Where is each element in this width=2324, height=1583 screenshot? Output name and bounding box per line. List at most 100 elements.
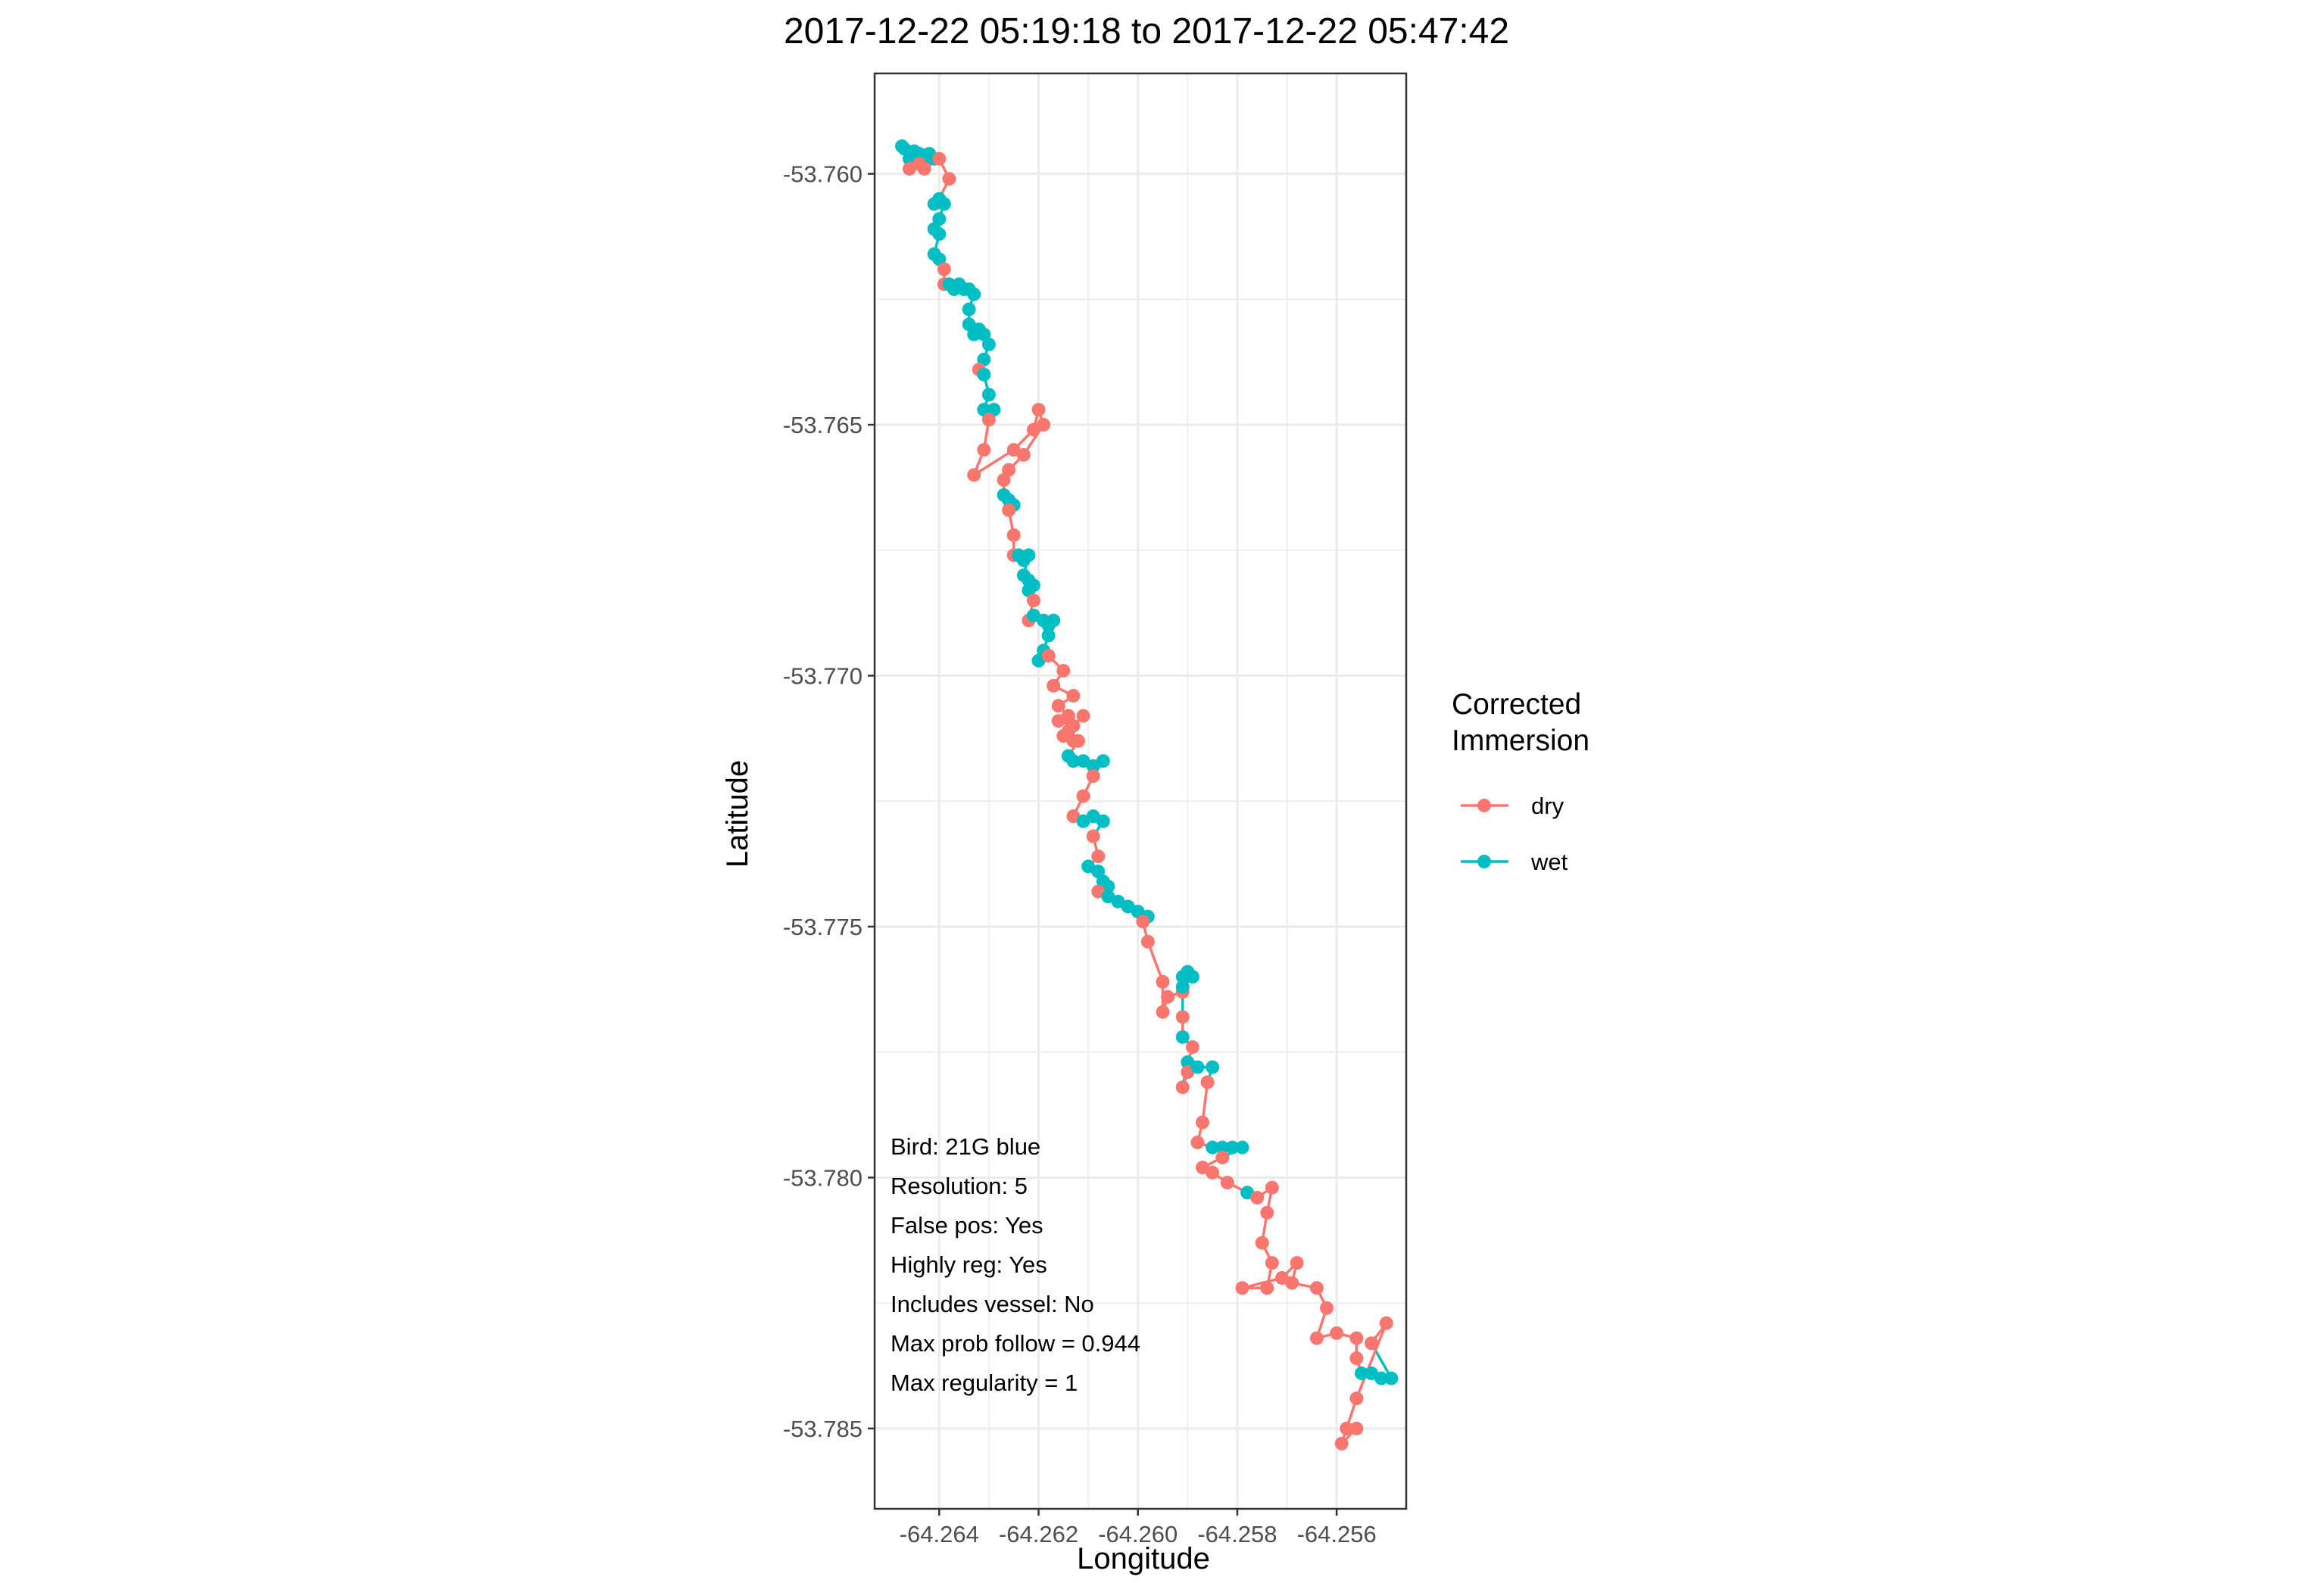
track-point-wet	[1066, 754, 1081, 768]
chart-title: 2017-12-22 05:19:18 to 2017-12-22 05:47:…	[784, 11, 1509, 51]
track-point-dry	[1175, 1010, 1190, 1024]
track-point-dry	[1031, 403, 1046, 417]
track-point-dry	[1260, 1205, 1274, 1220]
x-tick-label: -64.262	[999, 1521, 1078, 1547]
track-point-dry	[1379, 1316, 1393, 1330]
legend-title-line: Immersion	[1452, 725, 1589, 757]
track-point-wet	[1041, 628, 1056, 643]
track-point-dry	[1309, 1281, 1324, 1295]
track-point-dry	[1285, 1276, 1299, 1290]
track-point-dry	[1334, 1436, 1349, 1451]
track-point-dry	[902, 161, 916, 176]
annotation-line: Bird: 21G blue	[891, 1133, 1040, 1160]
track-point-dry	[1140, 934, 1155, 949]
track-point-dry	[1086, 829, 1100, 843]
x-tick-label: -64.264	[900, 1521, 979, 1547]
annotation-line: Includes vessel: No	[891, 1291, 1094, 1317]
track-point-dry	[1265, 1256, 1279, 1270]
track-point-wet	[981, 337, 996, 351]
x-tick-label: -64.258	[1197, 1521, 1277, 1547]
track-point-dry	[1161, 989, 1175, 1004]
track-point-wet	[937, 197, 951, 211]
track-point-dry	[1365, 1336, 1379, 1351]
track-point-wet	[1384, 1371, 1399, 1385]
annotation-line: False pos: Yes	[891, 1212, 1043, 1239]
track-point-dry	[1086, 769, 1100, 784]
track-point-dry	[1190, 1136, 1205, 1150]
track-point-dry	[1051, 699, 1065, 713]
track-point-wet	[1185, 970, 1199, 984]
track-point-wet	[967, 327, 981, 341]
track-point-dry	[1047, 678, 1061, 693]
track-point-dry	[1265, 1180, 1279, 1195]
track-point-wet	[1374, 1371, 1389, 1385]
track-point-dry	[1037, 418, 1051, 432]
legend-label-dry: dry	[1531, 793, 1564, 819]
x-tick-label: -64.256	[1297, 1521, 1377, 1547]
track-point-dry	[932, 151, 947, 166]
track-point-wet	[981, 388, 996, 402]
track-point-dry	[1309, 1331, 1324, 1345]
track-point-dry	[1041, 649, 1056, 663]
track-point-dry	[1290, 1256, 1304, 1270]
track-point-dry	[1066, 689, 1081, 703]
track-point-dry	[967, 468, 981, 482]
track-point-wet	[967, 287, 981, 301]
track-point-dry	[1056, 729, 1071, 743]
track-point-dry	[1076, 709, 1090, 723]
legend: Corrected Immersion dry wet	[1452, 688, 1589, 875]
track-point-dry	[1002, 503, 1016, 517]
track-point-wet	[1206, 1060, 1220, 1074]
track-point-dry	[1091, 849, 1106, 864]
annotation-block: Bird: 21G blue Resolution: 5 False pos: Ye…	[891, 1133, 1140, 1396]
track-points	[895, 139, 1399, 1451]
track-point-dry	[1051, 714, 1065, 728]
track-point-dry	[917, 161, 931, 176]
axes: -64.264 -64.262 -64.260 -64.258 -64.256 -53.7…	[783, 161, 1377, 1547]
track-point-wet	[1022, 548, 1036, 562]
track-point-dry	[1071, 734, 1085, 748]
y-tick-label: -53.775	[783, 914, 863, 940]
track-point-dry	[1156, 974, 1170, 989]
track-point-dry	[1185, 1040, 1199, 1055]
panel-border	[873, 72, 1408, 1510]
track-point-dry	[1349, 1421, 1364, 1435]
track-point-wet	[1215, 1140, 1230, 1155]
track-point-dry	[937, 262, 951, 276]
track-point-dry	[1250, 1190, 1265, 1204]
y-tick-label: -53.760	[783, 161, 863, 188]
track-point-wet	[962, 302, 976, 316]
track-point-dry	[1340, 1421, 1354, 1435]
track-segment	[972, 448, 1015, 477]
track-point-wet	[1206, 1140, 1220, 1155]
track-point-dry	[1215, 1150, 1230, 1164]
track-point-dry	[1076, 789, 1090, 803]
track-point-dry	[1016, 447, 1031, 462]
y-axis-title: Latitude	[721, 760, 754, 868]
track-point-wet	[1047, 613, 1061, 628]
track-point-dry	[1026, 594, 1040, 608]
track-point-wet	[1235, 1140, 1249, 1155]
y-tick-label: -53.780	[783, 1164, 863, 1191]
legend-label-wet: wet	[1530, 849, 1568, 875]
annotation-line: Resolution: 5	[891, 1173, 1028, 1199]
y-tick-label: -53.770	[783, 663, 863, 690]
track-point-wet	[1354, 1366, 1368, 1381]
track-segment	[1240, 1276, 1284, 1290]
track-point-dry	[1175, 1080, 1190, 1095]
track-point-dry	[1320, 1301, 1334, 1315]
track-point-wet	[932, 227, 947, 242]
track-point-dry	[977, 443, 991, 457]
track-point-dry	[1200, 1075, 1215, 1089]
track-point-dry	[1235, 1281, 1249, 1295]
track-point-dry	[1196, 1115, 1210, 1130]
x-tick-label: -64.260	[1098, 1521, 1178, 1547]
track-point-wet	[977, 367, 991, 382]
legend-title-line: Corrected	[1452, 688, 1581, 721]
legend-key-point-wet	[1477, 855, 1491, 868]
y-tick-label: -53.765	[783, 412, 863, 438]
y-tick-label: -53.785	[783, 1416, 863, 1442]
